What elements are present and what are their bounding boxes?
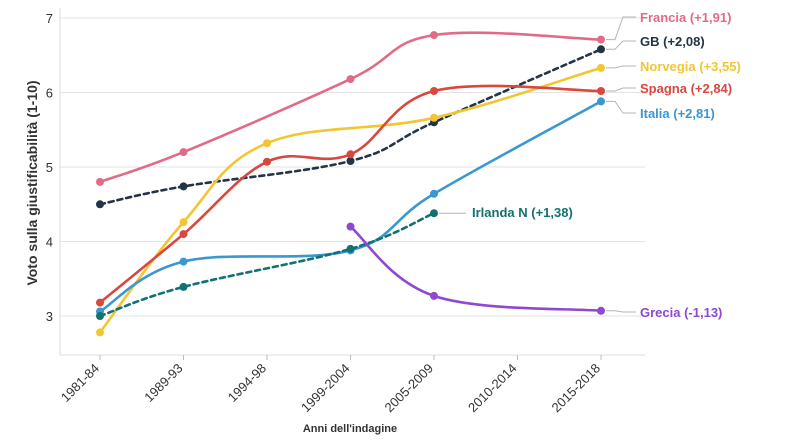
series-labels: Francia (+1,91) GB (+2,08) Norvegia (+3,55… (439, 10, 741, 320)
data-point (346, 244, 355, 253)
x-tick-label: 2010-2014 (465, 361, 520, 416)
data-point (430, 291, 438, 300)
data-point (96, 312, 104, 320)
y-axis-title: Voto sulla giustificabilità (1-10) (24, 80, 40, 285)
series-label: GB (+2,08) (640, 34, 705, 49)
y-tick-label: 7 (46, 11, 53, 26)
data-point (430, 31, 438, 40)
data-point (430, 209, 438, 218)
series-label: Spagna (+2,84) (640, 81, 732, 96)
data-point (346, 75, 355, 84)
y-tick-label: 3 (46, 309, 53, 324)
data-point (597, 306, 605, 315)
data-point (597, 35, 605, 44)
x-tick-label: 1999-2004 (298, 361, 353, 416)
series-label: Norvegia (+3,55) (640, 59, 741, 74)
series-label: Grecia (-1,13) (640, 305, 722, 320)
gridlines (60, 17, 645, 317)
data-point (96, 177, 104, 186)
x-tick-label: 2015-2018 (549, 361, 604, 416)
data-point (430, 87, 438, 95)
data-point (179, 218, 188, 227)
x-tick-label: 1981-84 (58, 361, 102, 405)
series-label: Italia (+2,81) (640, 106, 715, 121)
label-leader-line (606, 65, 636, 69)
data-point (179, 282, 188, 291)
data-point (346, 157, 355, 165)
data-point (179, 257, 188, 266)
x-tick-label: 1994-98 (225, 361, 269, 405)
label-leader-line (606, 310, 636, 313)
x-tick-label: 2005-2009 (382, 361, 437, 416)
series-label: Irlanda N (+1,38) (472, 205, 573, 220)
data-point (430, 113, 438, 122)
data-point (263, 157, 271, 166)
y-tick-label: 4 (46, 235, 53, 250)
data-point (96, 328, 104, 337)
x-tick-label: 1989-93 (141, 361, 185, 405)
data-point (96, 298, 104, 307)
data-point (346, 222, 355, 231)
series-line (98, 211, 436, 318)
y-tick-label: 5 (46, 160, 53, 175)
label-leader-line (606, 100, 636, 114)
series-line (349, 225, 603, 313)
label-leader-line (606, 40, 636, 50)
data-point (597, 87, 605, 95)
data-point (179, 230, 188, 239)
series-label: Francia (+1,91) (640, 10, 731, 25)
data-point (346, 150, 355, 159)
series-line (98, 84, 603, 304)
series-lines (96, 31, 605, 337)
series-line (98, 48, 603, 206)
series-line (98, 66, 603, 334)
data-point (597, 97, 605, 106)
label-leader-line (606, 87, 636, 92)
label-leader-line (606, 16, 636, 41)
data-point (96, 200, 104, 209)
data-point (263, 139, 271, 148)
data-point (597, 45, 605, 54)
data-point (179, 182, 188, 191)
y-tick-label: 6 (46, 86, 53, 101)
data-point (597, 63, 605, 72)
data-point (430, 189, 438, 198)
data-point (179, 148, 188, 157)
x-axis-title: Anni dell'indagine (303, 423, 397, 435)
